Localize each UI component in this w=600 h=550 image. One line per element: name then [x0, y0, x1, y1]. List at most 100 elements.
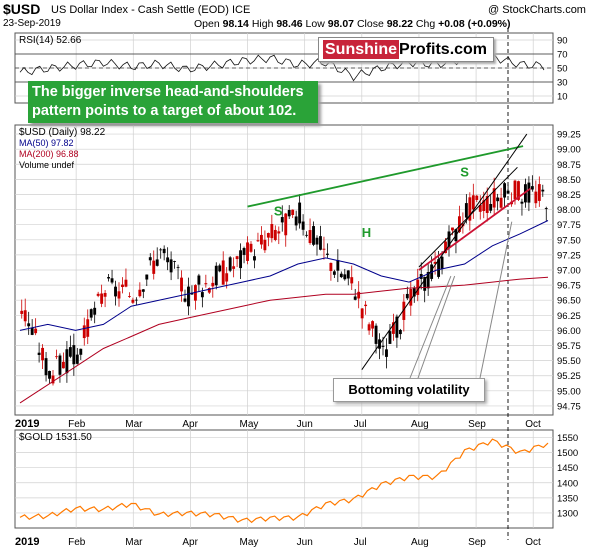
candle-body — [336, 260, 340, 271]
candle-body — [127, 296, 131, 297]
pattern-label: S — [460, 164, 469, 179]
candle-body — [270, 224, 274, 239]
price-y-tick-label: 95.25 — [557, 371, 581, 382]
gold-y-tick-label: 1350 — [557, 493, 578, 504]
candle-body — [426, 272, 430, 289]
volatility-pointer — [409, 275, 452, 379]
price-y-tick-label: 95.50 — [557, 356, 581, 367]
candle-body — [169, 259, 173, 273]
price-x-tick-label: May — [240, 419, 259, 430]
candle-body — [61, 361, 65, 369]
candle-body — [200, 292, 204, 298]
gold-x-tick-label: 2019 — [15, 536, 39, 548]
ma50-line — [19, 220, 549, 331]
candle-body — [346, 270, 350, 279]
candle-body — [527, 182, 531, 203]
candle-body — [152, 260, 156, 274]
candle-body — [48, 370, 51, 379]
price-x-tick-label: Jun — [297, 419, 313, 430]
candle-body — [412, 288, 416, 297]
candle-body — [58, 355, 62, 375]
symbol-description: US Dollar Index - Cash Settle (EOD) ICE — [51, 4, 251, 16]
gold-x-tick-label: Sep — [468, 537, 486, 548]
candle-body — [353, 296, 357, 300]
candle-body — [176, 266, 180, 268]
candle-body — [325, 253, 329, 255]
price-legend-item: MA(50) 97.82 — [19, 138, 74, 148]
candle-body — [430, 264, 434, 279]
price-y-tick-label: 97.50 — [557, 235, 581, 246]
gold-x-tick-label: Jun — [297, 537, 313, 548]
candle-body — [534, 191, 538, 204]
candle-body — [315, 237, 319, 245]
price-x-tick-label: Sep — [468, 419, 486, 430]
gold-x-tick-label: Mar — [125, 537, 143, 548]
candle-body — [329, 262, 333, 272]
candle-body — [291, 209, 295, 216]
candle-body — [30, 327, 34, 335]
candle-body — [266, 233, 270, 238]
candle-body — [23, 310, 27, 322]
candle-body — [520, 201, 524, 204]
candle-body — [367, 324, 371, 331]
candle-body — [273, 229, 277, 240]
candle-body — [339, 273, 343, 278]
candle-body — [121, 284, 124, 287]
candle-body — [180, 277, 183, 292]
candle-body — [193, 285, 197, 301]
candle-body — [517, 181, 520, 200]
candle-body — [388, 331, 392, 344]
rsi-y-tick-label: 10 — [557, 92, 568, 103]
candle-body — [294, 216, 298, 226]
trendline-line — [418, 166, 518, 268]
candle-body — [360, 308, 364, 319]
candle-body — [398, 329, 402, 335]
candle-body — [513, 180, 517, 200]
candle-body — [242, 248, 246, 255]
candle-body — [228, 257, 232, 271]
close-label: Close — [356, 18, 384, 30]
pattern-label: H — [362, 225, 371, 240]
gold-legend: $GOLD 1531.50 — [19, 432, 92, 443]
low-label: Low — [305, 18, 325, 30]
price-legend-item: MA(200) 96.88 — [19, 149, 79, 159]
candle-body — [141, 289, 145, 292]
high-label: High — [251, 18, 274, 30]
candle-body — [305, 234, 309, 236]
candle-body — [27, 323, 31, 327]
candle-body — [409, 288, 413, 306]
gold-x-tick-label: Aug — [411, 537, 429, 548]
candle-body — [37, 352, 41, 355]
rsi-y-tick-label: 50 — [557, 64, 568, 75]
candle-body — [100, 293, 104, 304]
candle-body — [298, 202, 302, 224]
candle-body — [457, 216, 461, 232]
high-value: 98.46 — [276, 18, 303, 30]
rsi-legend: RSI(14) 52.66 — [19, 35, 82, 46]
candle-body — [391, 322, 395, 334]
candle-body — [381, 345, 385, 347]
candle-body — [350, 277, 354, 284]
candle-body — [503, 183, 507, 198]
candle-body — [190, 292, 194, 295]
candle-body — [256, 240, 260, 242]
candle-body — [166, 257, 170, 263]
gold-x-tick-label: Jul — [354, 537, 367, 548]
sunshine-profits-logo[interactable]: Sunshine Profits.com — [318, 37, 494, 62]
logo-part1: Sunshine — [323, 40, 400, 59]
price-x-tick-label: Apr — [182, 419, 198, 430]
price-y-tick-label: 96.75 — [557, 281, 581, 292]
brand-watermark: @ StockCharts.com — [488, 4, 586, 16]
candle-body — [187, 286, 190, 307]
chg-label: Chg — [415, 18, 436, 30]
gold-frame — [14, 429, 554, 529]
candle-body — [134, 299, 138, 301]
price-y-tick-label: 94.75 — [557, 401, 581, 412]
candle-body — [544, 208, 548, 210]
price-x-tick-label: Aug — [411, 419, 429, 430]
rsi-y-tick-label: 90 — [557, 36, 568, 47]
chart-date: 23-Sep-2019 — [3, 18, 61, 29]
candle-body — [183, 298, 187, 302]
pattern-callout: The bigger inverse head-and-shoulders pa… — [28, 81, 318, 123]
gold-x-tick-label: May — [240, 537, 259, 548]
